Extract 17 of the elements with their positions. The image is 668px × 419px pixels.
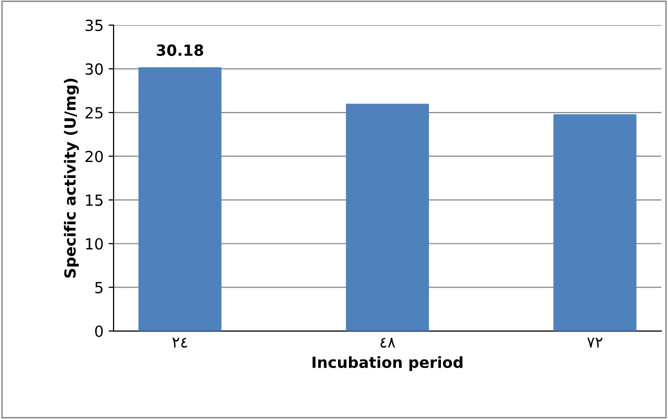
x-tick-label: ٧٢ xyxy=(587,338,602,348)
bar xyxy=(553,114,636,332)
y-tick-label: 30 xyxy=(86,63,103,75)
y-tick-label: 20 xyxy=(86,150,103,162)
y-tick-label: 10 xyxy=(86,238,103,250)
bar xyxy=(138,67,222,332)
y-axis-title: Specific activity (U/mg) xyxy=(64,78,79,278)
x-tick-label: ٢٤ xyxy=(172,338,187,348)
y-tick-label: 0 xyxy=(95,325,103,338)
y-tick-label: 25 xyxy=(86,106,103,119)
y-tick-label: 35 xyxy=(86,20,103,32)
data-label: 30.18 xyxy=(156,44,204,56)
bar xyxy=(346,104,429,332)
y-tick-label: 15 xyxy=(86,194,103,206)
y-tick-label: 5 xyxy=(95,282,103,294)
x-axis-title: Incubation period xyxy=(312,356,462,371)
x-tick-label: ٤٨ xyxy=(380,338,396,348)
